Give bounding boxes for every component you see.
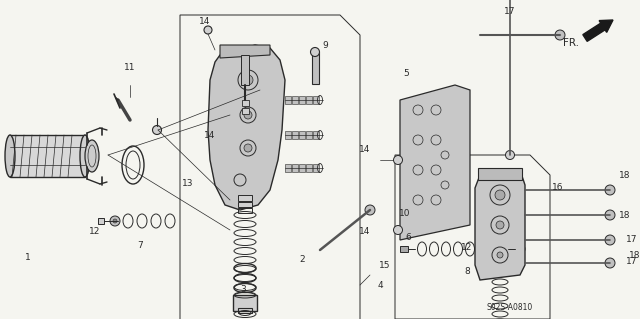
Ellipse shape <box>394 226 403 234</box>
Text: 3: 3 <box>240 286 246 294</box>
Bar <box>306 131 312 139</box>
Text: 14: 14 <box>359 227 371 236</box>
Text: 7: 7 <box>137 241 143 249</box>
Text: 2: 2 <box>299 256 305 264</box>
Circle shape <box>496 221 504 229</box>
Text: 17: 17 <box>627 235 637 244</box>
Text: 1: 1 <box>25 254 31 263</box>
Bar <box>242 100 249 106</box>
Text: 12: 12 <box>90 227 100 236</box>
Circle shape <box>365 205 375 215</box>
Circle shape <box>605 210 615 220</box>
Bar <box>312 52 319 84</box>
Circle shape <box>113 219 117 223</box>
Circle shape <box>555 30 565 40</box>
Ellipse shape <box>80 135 90 177</box>
Text: 12: 12 <box>461 243 473 253</box>
Bar <box>400 246 408 252</box>
Text: 18: 18 <box>629 250 640 259</box>
Text: S02S-A0810: S02S-A0810 <box>487 302 533 311</box>
Bar <box>238 202 252 207</box>
Bar <box>285 164 291 172</box>
Polygon shape <box>400 85 470 240</box>
Bar <box>285 131 291 139</box>
Text: 13: 13 <box>182 179 194 188</box>
Circle shape <box>605 185 615 195</box>
Text: 16: 16 <box>552 183 564 192</box>
Text: 15: 15 <box>380 261 391 270</box>
Circle shape <box>497 252 503 258</box>
Bar <box>478 168 522 180</box>
Bar <box>299 96 305 104</box>
Bar <box>313 96 319 104</box>
Ellipse shape <box>85 140 99 172</box>
Text: 14: 14 <box>204 130 216 139</box>
Text: 11: 11 <box>124 63 136 72</box>
Text: 18: 18 <box>620 211 631 219</box>
Text: 10: 10 <box>399 209 411 218</box>
Circle shape <box>243 75 253 85</box>
Bar <box>306 96 312 104</box>
Ellipse shape <box>310 48 319 56</box>
Bar <box>10 135 85 177</box>
Bar <box>238 195 252 201</box>
Ellipse shape <box>204 26 212 34</box>
Bar <box>238 208 252 213</box>
Text: 17: 17 <box>504 8 516 17</box>
Text: FR.: FR. <box>563 38 579 48</box>
Bar <box>299 131 305 139</box>
Ellipse shape <box>394 155 403 165</box>
Text: 9: 9 <box>322 41 328 49</box>
Bar <box>313 131 319 139</box>
Circle shape <box>110 216 120 226</box>
FancyArrow shape <box>583 20 613 41</box>
Bar <box>233 295 257 311</box>
Bar <box>292 131 298 139</box>
Polygon shape <box>475 170 525 280</box>
Polygon shape <box>220 45 270 58</box>
Bar <box>238 308 252 313</box>
Bar <box>98 218 104 224</box>
Text: 5: 5 <box>403 69 409 78</box>
Ellipse shape <box>152 125 161 135</box>
Text: 8: 8 <box>464 268 470 277</box>
Circle shape <box>495 190 505 200</box>
Bar <box>241 55 249 85</box>
Circle shape <box>605 258 615 268</box>
Bar <box>285 96 291 104</box>
Ellipse shape <box>506 151 515 160</box>
Text: 4: 4 <box>377 280 383 290</box>
Bar <box>306 164 312 172</box>
Polygon shape <box>208 45 285 210</box>
Ellipse shape <box>5 135 15 177</box>
Circle shape <box>605 235 615 245</box>
Circle shape <box>244 144 252 152</box>
Bar <box>292 164 298 172</box>
Bar <box>313 164 319 172</box>
Text: 14: 14 <box>199 18 211 26</box>
Bar <box>242 108 249 114</box>
Text: 6: 6 <box>405 234 411 242</box>
Bar <box>299 164 305 172</box>
Text: 17: 17 <box>627 257 637 266</box>
Bar <box>292 96 298 104</box>
Text: 18: 18 <box>620 170 631 180</box>
Circle shape <box>244 111 252 119</box>
Text: 14: 14 <box>359 145 371 154</box>
